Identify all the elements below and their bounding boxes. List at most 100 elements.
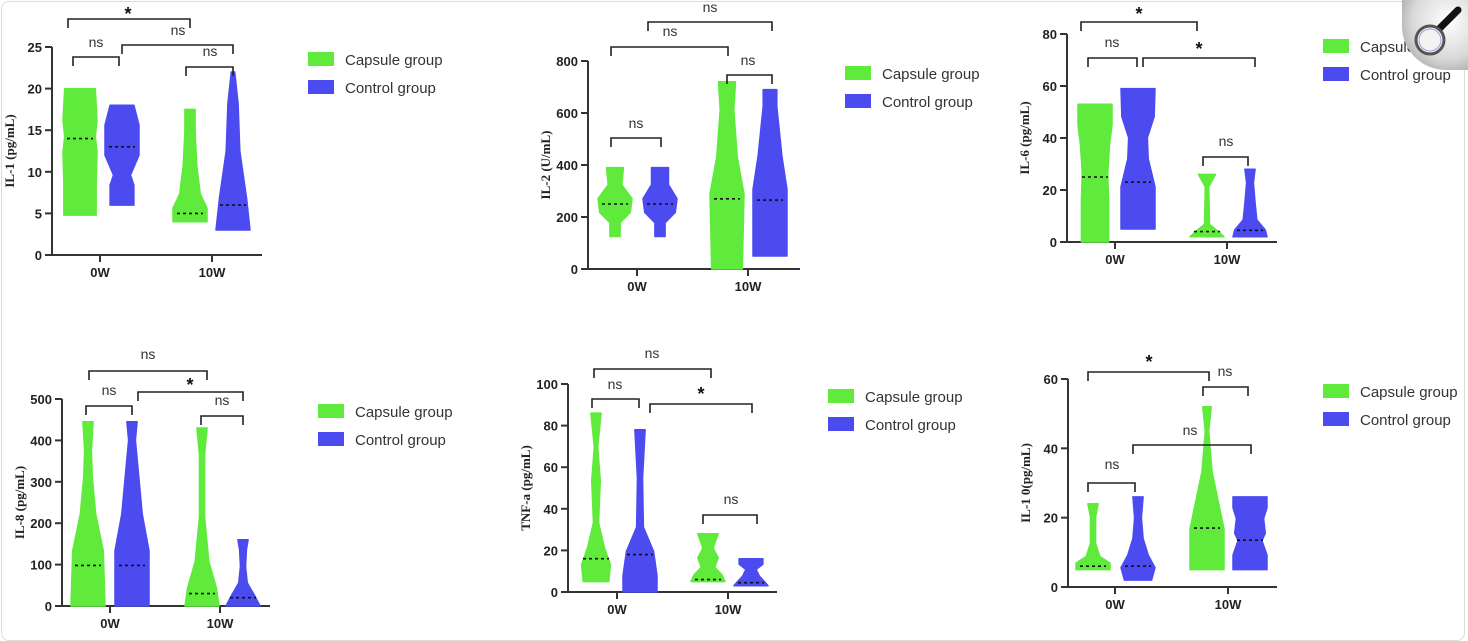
x-tick-label: 10W xyxy=(207,616,234,630)
significance-bracket xyxy=(1080,21,1198,31)
x-tick-label: 0W xyxy=(1105,597,1125,612)
y-axis-label: TNF-a (pg/mL) xyxy=(518,445,533,531)
legend-swatch-capsule xyxy=(318,404,344,418)
zoom-button[interactable] xyxy=(1402,0,1468,70)
significance-bracket xyxy=(185,66,234,76)
significance-star: * xyxy=(186,375,193,395)
significance-bracket xyxy=(647,21,773,31)
legend: Capsule group Control group xyxy=(828,389,963,434)
significance-ns: ns xyxy=(608,376,623,392)
violin-control-0W xyxy=(1120,87,1156,230)
legend-swatch-capsule xyxy=(845,66,871,80)
legend-swatch-control xyxy=(845,94,871,108)
chart-0: 0 5 10 15 20 25 0W 10W IL-1 (pg/mL) * ns ns ns Capsul… xyxy=(2,4,443,280)
legend-swatch-control xyxy=(308,80,334,94)
y-tick-label: 80 xyxy=(1043,27,1057,42)
y-tick-label: 0 xyxy=(571,262,578,277)
significance-star: * xyxy=(1195,39,1202,59)
significance-ns: ns xyxy=(741,52,756,68)
chart-3: 0 100 200 300 400 500 0W 10W IL-8 (pg/mL) ns ns * ns… xyxy=(12,346,453,630)
violin-capsule-10W xyxy=(709,81,745,270)
y-tick-label: 500 xyxy=(30,392,52,407)
violin-control-10W xyxy=(752,88,788,257)
legend: Capsule group Control group xyxy=(1323,384,1458,429)
legend-label-control: Control group xyxy=(1360,67,1451,84)
significance-bracket xyxy=(67,18,191,28)
significance-ns: ns xyxy=(1105,456,1120,472)
significance-ns: ns xyxy=(703,0,718,15)
y-tick-label: 60 xyxy=(1043,79,1057,94)
significance-bracket xyxy=(1087,371,1210,381)
violin-control-10W xyxy=(733,557,769,587)
significance-ns: ns xyxy=(102,382,117,398)
y-tick-label: 800 xyxy=(556,54,578,69)
y-tick-label: 300 xyxy=(30,475,52,490)
significance-bracket xyxy=(1087,57,1138,67)
y-tick-label: 5 xyxy=(35,206,42,221)
violin-capsule-0W xyxy=(62,87,98,216)
y-tick-label: 40 xyxy=(544,502,558,517)
legend-label-capsule: Capsule group xyxy=(882,66,980,83)
violin-capsule-10W xyxy=(1189,405,1225,571)
y-tick-label: 200 xyxy=(30,516,52,531)
significance-bracket xyxy=(726,74,773,84)
x-tick-label: 0W xyxy=(607,602,627,617)
significance-ns: ns xyxy=(203,43,218,59)
legend-swatch-capsule xyxy=(308,52,334,66)
y-tick-label: 60 xyxy=(544,460,558,475)
significance-ns: ns xyxy=(1219,133,1234,149)
legend-swatch-control xyxy=(828,417,854,431)
y-tick-label: 100 xyxy=(30,558,52,573)
significance-ns: ns xyxy=(1183,422,1198,438)
violin-capsule-10W xyxy=(690,533,726,583)
violin-control-0W xyxy=(622,429,658,593)
x-tick-label: 0W xyxy=(100,616,120,630)
legend-swatch-capsule xyxy=(1323,384,1349,398)
y-axis-label: IL-8 (pg/mL) xyxy=(12,466,27,539)
chart-4: 0 20 40 60 80 100 0W 10W TNF-a (pg/mL) ns ns * ns Cap… xyxy=(518,345,963,617)
violin-control-10W xyxy=(215,71,251,231)
significance-bracket xyxy=(1087,482,1136,492)
y-tick-label: 200 xyxy=(556,210,578,225)
significance-ns: ns xyxy=(629,115,644,131)
y-tick-label: 0 xyxy=(1050,235,1057,250)
legend-label-capsule: Capsule group xyxy=(865,389,963,406)
x-tick-label: 10W xyxy=(1214,252,1241,267)
significance-bracket xyxy=(702,514,758,524)
violin-capsule-0W xyxy=(1077,103,1113,243)
magnifier-icon xyxy=(1402,0,1468,70)
significance-star: * xyxy=(124,4,131,24)
legend-label-control: Control group xyxy=(345,80,436,97)
violin-capsule-0W xyxy=(597,166,633,238)
significance-bracket xyxy=(1132,444,1252,454)
y-tick-label: 400 xyxy=(30,433,52,448)
x-tick-label: 10W xyxy=(199,265,226,280)
violin-capsule-10W xyxy=(1189,173,1225,238)
legend-label-control: Control group xyxy=(355,432,446,449)
x-tick-label: 10W xyxy=(735,279,762,294)
significance-ns: ns xyxy=(663,23,678,39)
significance-bracket xyxy=(610,46,729,56)
significance-bracket xyxy=(137,391,244,401)
significance-ns: ns xyxy=(141,346,156,362)
significance-bracket xyxy=(85,405,133,415)
legend: Capsule group Control group xyxy=(845,66,980,111)
x-tick-label: 10W xyxy=(1215,597,1242,612)
significance-star: * xyxy=(1135,4,1142,24)
legend: Capsule group Control group xyxy=(318,404,453,449)
y-tick-label: 20 xyxy=(1044,511,1058,526)
violin-control-0W xyxy=(114,421,150,607)
y-tick-label: 0 xyxy=(35,248,42,263)
y-tick-label: 0 xyxy=(1051,580,1058,595)
significance-bracket xyxy=(88,370,208,380)
significance-bracket xyxy=(593,368,712,378)
x-tick-label: 0W xyxy=(627,279,647,294)
legend-label-capsule: Capsule group xyxy=(355,404,453,421)
violin-capsule-0W xyxy=(580,412,612,583)
chart-1: 0 200 400 600 800 0W 10W IL-2 (U/mL) ns ns ns ns Cap… xyxy=(538,0,980,294)
legend-swatch-control xyxy=(318,432,344,446)
legend-label-control: Control group xyxy=(882,94,973,111)
y-tick-label: 600 xyxy=(556,106,578,121)
significance-ns: ns xyxy=(1218,363,1233,379)
y-axis-label: IL-6 (pg/mL) xyxy=(1017,101,1032,174)
